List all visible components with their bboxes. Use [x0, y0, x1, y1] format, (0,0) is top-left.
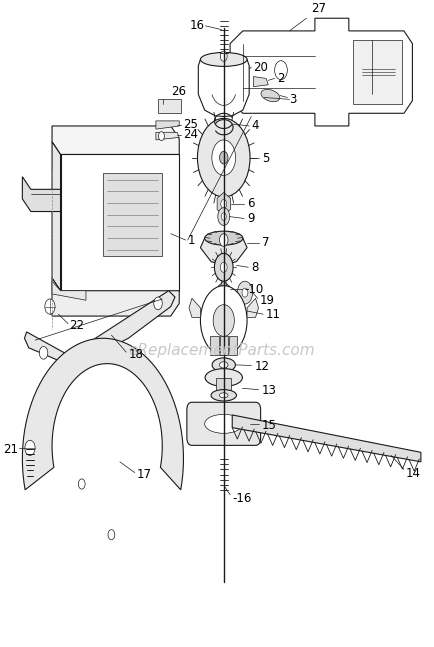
Ellipse shape — [204, 369, 242, 386]
Polygon shape — [217, 193, 230, 215]
Ellipse shape — [219, 362, 227, 368]
Ellipse shape — [212, 358, 235, 372]
Text: eReplacementParts.com: eReplacementParts.com — [128, 344, 314, 358]
Text: 26: 26 — [171, 85, 185, 98]
Text: 21: 21 — [3, 443, 18, 455]
Circle shape — [274, 61, 287, 80]
Text: 5: 5 — [261, 153, 269, 166]
Text: 7: 7 — [261, 236, 269, 249]
Text: 25: 25 — [183, 118, 198, 131]
Polygon shape — [22, 177, 60, 212]
Polygon shape — [218, 281, 229, 300]
Ellipse shape — [210, 389, 236, 401]
Circle shape — [220, 199, 226, 208]
Text: 2: 2 — [276, 72, 283, 85]
Polygon shape — [60, 155, 179, 291]
Ellipse shape — [219, 393, 227, 398]
Bar — [228, 336, 237, 355]
Bar — [216, 378, 231, 395]
Polygon shape — [155, 132, 179, 140]
Ellipse shape — [204, 231, 242, 245]
Circle shape — [108, 530, 115, 540]
Polygon shape — [52, 278, 179, 316]
Polygon shape — [232, 415, 420, 462]
Text: 18: 18 — [128, 347, 143, 360]
Circle shape — [214, 254, 233, 281]
Text: -10: -10 — [243, 283, 263, 296]
Ellipse shape — [200, 52, 247, 67]
Text: 24: 24 — [183, 128, 198, 141]
Text: 13: 13 — [261, 384, 276, 397]
Circle shape — [39, 347, 48, 359]
Bar — [158, 100, 181, 113]
Polygon shape — [247, 298, 258, 317]
Text: 14: 14 — [405, 466, 420, 479]
Polygon shape — [230, 18, 411, 126]
Circle shape — [200, 286, 247, 355]
Text: 12: 12 — [254, 360, 269, 373]
Text: 8: 8 — [251, 261, 258, 274]
Ellipse shape — [204, 414, 242, 433]
Polygon shape — [22, 338, 183, 490]
Bar — [103, 173, 162, 256]
Text: 19: 19 — [259, 294, 274, 307]
Text: 11: 11 — [266, 308, 280, 321]
Polygon shape — [188, 298, 200, 317]
Circle shape — [154, 297, 162, 310]
Circle shape — [25, 441, 35, 455]
Circle shape — [220, 51, 227, 61]
Circle shape — [221, 213, 226, 221]
Text: 9: 9 — [247, 212, 254, 225]
Text: 17: 17 — [137, 468, 151, 481]
Bar — [352, 40, 401, 104]
Text: 16: 16 — [189, 19, 204, 32]
Circle shape — [219, 234, 227, 247]
Circle shape — [220, 262, 227, 272]
Text: 4: 4 — [251, 120, 258, 133]
Circle shape — [197, 118, 250, 197]
Circle shape — [217, 208, 229, 225]
Polygon shape — [200, 238, 247, 265]
Polygon shape — [52, 142, 60, 291]
Polygon shape — [198, 60, 249, 116]
Text: -16: -16 — [232, 492, 251, 505]
Text: 6: 6 — [247, 197, 254, 210]
Polygon shape — [52, 281, 86, 300]
Text: 20: 20 — [253, 61, 268, 74]
Text: 1: 1 — [187, 234, 195, 247]
Bar — [210, 336, 218, 355]
Circle shape — [78, 479, 85, 489]
Ellipse shape — [260, 89, 279, 102]
Circle shape — [241, 288, 247, 297]
Circle shape — [219, 151, 227, 164]
Polygon shape — [52, 126, 179, 155]
Text: 22: 22 — [69, 319, 84, 332]
Circle shape — [213, 305, 234, 336]
Circle shape — [211, 140, 235, 175]
Circle shape — [45, 299, 55, 314]
Polygon shape — [155, 121, 179, 129]
FancyBboxPatch shape — [187, 402, 260, 445]
Polygon shape — [24, 291, 174, 367]
Polygon shape — [253, 76, 268, 87]
Bar — [219, 336, 227, 355]
Circle shape — [237, 281, 252, 304]
Text: 27: 27 — [310, 2, 325, 15]
Text: 3: 3 — [289, 93, 296, 106]
Text: 15: 15 — [261, 419, 276, 432]
Circle shape — [158, 132, 164, 140]
